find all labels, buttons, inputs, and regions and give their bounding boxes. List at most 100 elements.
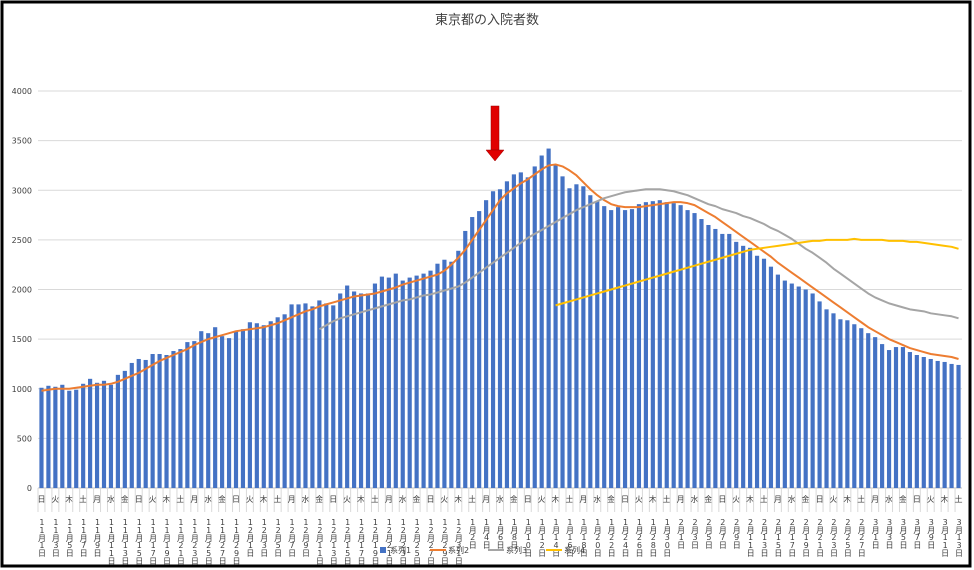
x-weekday-label: 水 bbox=[885, 494, 893, 504]
bar bbox=[511, 174, 516, 488]
x-weekday-label: 土 bbox=[955, 494, 963, 504]
bar bbox=[824, 309, 829, 488]
bar bbox=[643, 202, 648, 488]
bar bbox=[838, 319, 843, 488]
x-tick-label: 2月21日 bbox=[816, 518, 825, 558]
legend-swatch bbox=[380, 547, 386, 553]
bar bbox=[921, 356, 926, 488]
x-tick-label: 2月1日 bbox=[677, 518, 686, 550]
bar bbox=[504, 181, 510, 488]
x-tick-label: 12月31日 bbox=[454, 518, 463, 566]
x-tick-label: 1月20日 bbox=[593, 518, 602, 558]
x-weekday-label: 火 bbox=[51, 495, 59, 504]
line bbox=[555, 237, 959, 307]
x-weekday-label: 土 bbox=[857, 494, 865, 504]
bar bbox=[956, 364, 961, 488]
x-tick-label: 12月3日 bbox=[260, 518, 269, 558]
x-weekday-label: 金 bbox=[218, 494, 226, 504]
x-weekday-label: 木 bbox=[163, 494, 171, 504]
bar bbox=[178, 349, 183, 488]
x-weekday-label: 水 bbox=[593, 494, 601, 504]
x-tick-label: 3月5日 bbox=[899, 518, 908, 550]
x-weekday-label: 月 bbox=[190, 495, 198, 504]
x-tick-label: 3月1日 bbox=[871, 518, 880, 550]
bar bbox=[525, 177, 530, 488]
bar bbox=[560, 176, 565, 489]
x-tick-label: 12月19日 bbox=[371, 518, 380, 566]
x-weekday-label: 木 bbox=[357, 494, 365, 504]
x-weekday-label: 日 bbox=[718, 495, 726, 504]
x-weekday-label: 月 bbox=[871, 495, 879, 504]
bar bbox=[226, 338, 232, 488]
x-weekday-label: 金 bbox=[899, 494, 907, 504]
bar bbox=[463, 230, 468, 488]
x-tick-label: 11月29日 bbox=[232, 518, 241, 566]
x-weekday-label: 金 bbox=[510, 494, 518, 504]
x-tick-label: 2月19日 bbox=[802, 518, 811, 558]
bar bbox=[129, 362, 134, 488]
bar bbox=[199, 331, 204, 488]
bar bbox=[768, 266, 774, 488]
x-tick-label: 2月27日 bbox=[857, 518, 866, 558]
bar bbox=[671, 203, 676, 488]
x-tick-label: 1月26日 bbox=[635, 518, 644, 558]
bar bbox=[421, 273, 426, 488]
bar bbox=[622, 210, 628, 488]
bar bbox=[115, 374, 120, 488]
bar bbox=[324, 303, 329, 488]
bar bbox=[81, 383, 86, 488]
bar bbox=[46, 385, 51, 488]
x-weekday-label: 金 bbox=[315, 494, 323, 504]
bar bbox=[734, 241, 739, 488]
bar bbox=[275, 317, 280, 488]
bar bbox=[171, 351, 176, 488]
bar bbox=[942, 361, 947, 488]
bar bbox=[900, 347, 906, 488]
bar bbox=[629, 209, 635, 489]
arrow bbox=[485, 105, 505, 162]
bar bbox=[574, 184, 579, 489]
x-weekday-label: 火 bbox=[440, 495, 448, 504]
bar bbox=[157, 354, 162, 488]
x-weekday-label: 火 bbox=[538, 495, 546, 504]
bar bbox=[810, 293, 815, 488]
x-tick-label: 1月6日 bbox=[496, 518, 505, 550]
bar bbox=[331, 305, 336, 488]
bar bbox=[706, 224, 711, 489]
bar bbox=[338, 293, 343, 488]
bar bbox=[775, 274, 780, 488]
bar bbox=[88, 378, 93, 488]
bar bbox=[164, 355, 169, 488]
bar bbox=[407, 277, 412, 488]
bar bbox=[567, 188, 572, 488]
x-weekday-label: 金 bbox=[413, 494, 421, 504]
bar bbox=[74, 389, 79, 488]
bar bbox=[150, 354, 155, 488]
bar bbox=[796, 286, 801, 488]
x-tick-label: 11月25日 bbox=[204, 518, 213, 566]
x-tick-label: 11月23日 bbox=[190, 518, 199, 566]
x-tick-label: 12月5日 bbox=[274, 518, 283, 558]
bar bbox=[400, 280, 405, 488]
x-tick-label: 2月3日 bbox=[691, 518, 700, 550]
bar bbox=[497, 189, 503, 488]
bar bbox=[699, 219, 704, 488]
x-tick-label: 12月11日 bbox=[315, 518, 324, 566]
x-tick-label: 12月9日 bbox=[301, 518, 310, 558]
bar bbox=[949, 363, 954, 488]
x-weekday-label: 月 bbox=[385, 495, 393, 504]
bar bbox=[928, 358, 933, 488]
x-weekday-label: 日 bbox=[816, 495, 824, 504]
x-tick-label: 12月25日 bbox=[413, 518, 422, 566]
bar bbox=[595, 201, 600, 489]
bar bbox=[414, 275, 419, 488]
x-weekday-label: 月 bbox=[774, 495, 782, 504]
bar bbox=[282, 314, 287, 488]
bar bbox=[720, 233, 725, 488]
x-weekday-label: 日 bbox=[913, 495, 921, 504]
bar bbox=[852, 324, 857, 488]
bar bbox=[553, 165, 558, 488]
x-tick-label: 12月15日 bbox=[343, 518, 352, 566]
bar bbox=[386, 277, 391, 488]
bar bbox=[372, 283, 378, 488]
